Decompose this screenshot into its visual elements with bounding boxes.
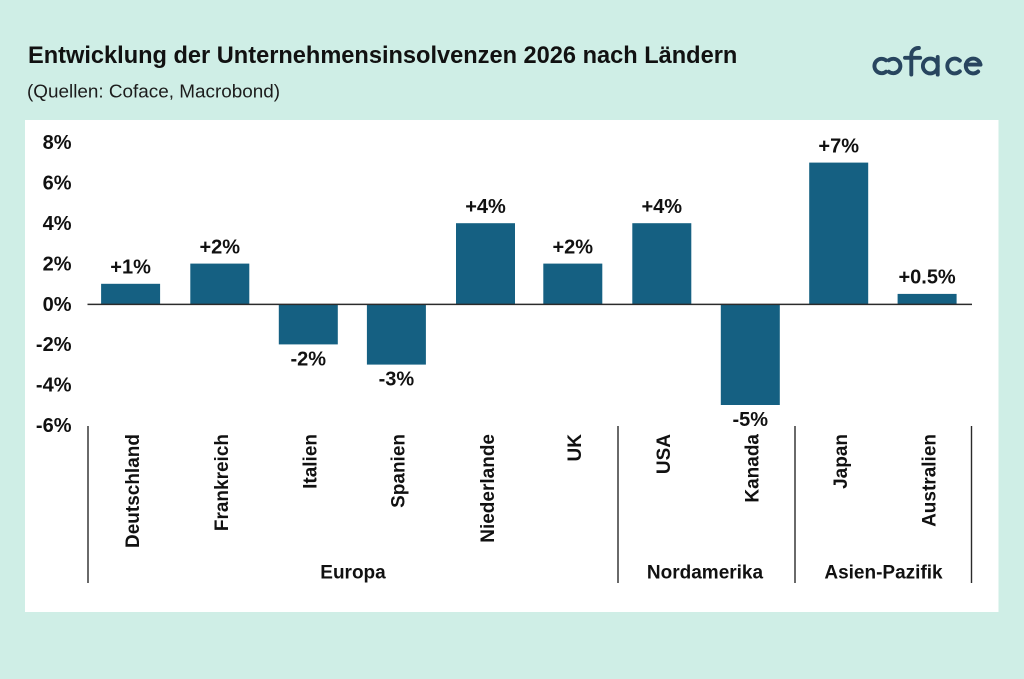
svg-text:Japan: Japan (831, 434, 852, 489)
svg-text:+2%: +2% (200, 236, 241, 258)
svg-text:4%: 4% (43, 213, 72, 235)
svg-text:-5%: -5% (733, 409, 769, 431)
svg-text:Niederlande: Niederlande (478, 434, 499, 543)
svg-text:+1%: +1% (110, 257, 151, 279)
svg-text:-4%: -4% (36, 375, 72, 397)
svg-text:8%: 8% (43, 132, 72, 154)
svg-text:-3%: -3% (379, 369, 415, 391)
svg-text:2%: 2% (43, 253, 72, 275)
svg-text:UK: UK (565, 434, 586, 462)
svg-text:-6%: -6% (36, 415, 72, 437)
svg-text:-2%: -2% (291, 348, 327, 370)
svg-text:+4%: +4% (642, 196, 683, 218)
svg-text:-2%: -2% (36, 334, 72, 356)
svg-text:Italien: Italien (301, 434, 322, 489)
svg-text:Spanien: Spanien (389, 434, 410, 508)
svg-text:Kanada: Kanada (743, 434, 764, 503)
svg-text:+7%: +7% (818, 135, 859, 157)
svg-text:6%: 6% (43, 173, 72, 195)
svg-text:Europa: Europa (320, 562, 386, 583)
svg-text:(Quellen: Coface, Macrobond): (Quellen: Coface, Macrobond) (27, 81, 280, 102)
svg-text:USA: USA (654, 434, 675, 474)
svg-text:Asien-Pazifik: Asien-Pazifik (824, 562, 943, 583)
svg-text:Australien: Australien (919, 434, 940, 527)
svg-text:Nordamerika: Nordamerika (647, 562, 764, 583)
svg-text:0%: 0% (43, 294, 72, 316)
svg-text:Deutschland: Deutschland (123, 434, 144, 548)
svg-text:+0.5%: +0.5% (898, 267, 955, 289)
svg-text:Frankreich: Frankreich (212, 434, 233, 531)
svg-text:+4%: +4% (465, 196, 506, 218)
svg-text:+2%: +2% (553, 236, 594, 258)
svg-text:Entwicklung der Unternehmensin: Entwicklung der Unternehmensinsolvenzen … (28, 43, 737, 69)
